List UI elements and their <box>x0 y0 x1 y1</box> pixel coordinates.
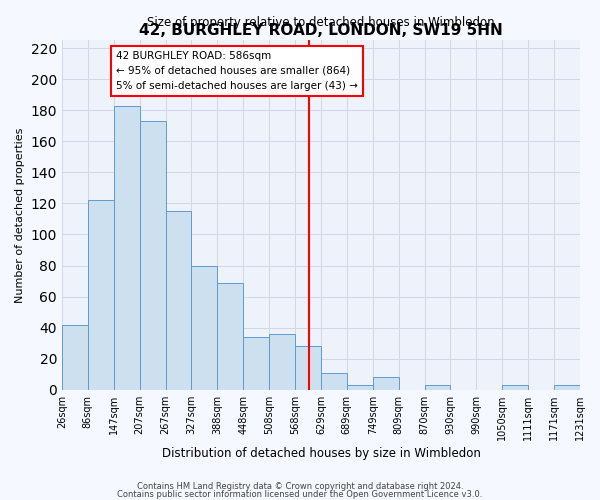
X-axis label: Distribution of detached houses by size in Wimbledon: Distribution of detached houses by size … <box>161 447 481 460</box>
Bar <box>191 266 217 390</box>
Bar <box>114 106 140 390</box>
Text: Size of property relative to detached houses in Wimbledon: Size of property relative to detached ho… <box>147 16 495 29</box>
Bar <box>295 346 321 390</box>
Title: 42, BURGHLEY ROAD, LONDON, SW19 5HN: 42, BURGHLEY ROAD, LONDON, SW19 5HN <box>139 23 503 38</box>
Bar <box>166 211 191 390</box>
Y-axis label: Number of detached properties: Number of detached properties <box>15 128 25 303</box>
Bar <box>88 200 114 390</box>
Text: Contains public sector information licensed under the Open Government Licence v3: Contains public sector information licen… <box>118 490 482 499</box>
Bar <box>217 282 243 390</box>
Bar <box>62 324 88 390</box>
Bar <box>373 378 398 390</box>
Bar <box>347 385 373 390</box>
Text: 42 BURGHLEY ROAD: 586sqm
← 95% of detached houses are smaller (864)
5% of semi-d: 42 BURGHLEY ROAD: 586sqm ← 95% of detach… <box>116 51 358 91</box>
Bar <box>554 385 580 390</box>
Bar <box>321 372 347 390</box>
Bar <box>243 337 269 390</box>
Bar <box>269 334 295 390</box>
Text: Contains HM Land Registry data © Crown copyright and database right 2024.: Contains HM Land Registry data © Crown c… <box>137 482 463 491</box>
Bar <box>140 121 166 390</box>
Bar <box>502 385 528 390</box>
Bar <box>425 385 451 390</box>
